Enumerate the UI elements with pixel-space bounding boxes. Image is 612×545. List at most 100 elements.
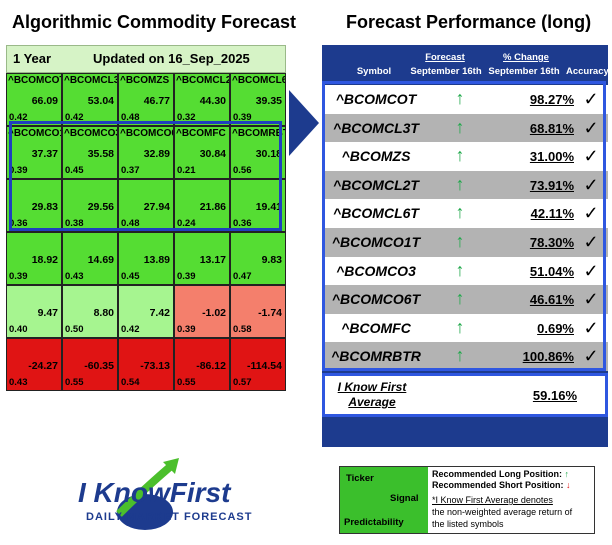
cell-predictability: 0.39 — [177, 324, 196, 335]
cell-signal: -86.12 — [196, 360, 226, 372]
cell-symbol: ^BCOMCL2T — [176, 75, 229, 86]
cell-signal: 9.83 — [261, 254, 282, 266]
cell-signal: 29.83 — [31, 201, 58, 213]
average-value: 59.16% — [532, 388, 577, 403]
cell-signal: 21.86 — [199, 201, 226, 213]
average-label-line2: Average — [348, 395, 396, 409]
cell-signal: 8.80 — [93, 307, 114, 319]
cell-signal: 9.47 — [37, 307, 58, 319]
cell-signal: -1.02 — [202, 307, 226, 319]
cell-symbol: ^BCOMRBTR — [232, 128, 285, 139]
average-label-line1: I Know First — [337, 380, 407, 394]
row-change: 42.11% — [530, 206, 574, 222]
cell-predictability: 0.57 — [233, 377, 252, 388]
heatmap-cell: ^BCOMCL2T 44.300.32 — [174, 73, 230, 126]
cell-symbol: ^BCOMCO6T — [120, 128, 173, 139]
forecast-up-arrow-icon: ↑ — [455, 202, 465, 223]
cell-signal: 7.42 — [149, 307, 170, 319]
heatmap-cell: ^BCOMRBTR 30.180.56 — [230, 126, 286, 179]
row-change: 51.04% — [529, 263, 574, 279]
row-change: 98.27% — [529, 92, 574, 107]
cell-predictability: 0.58 — [233, 324, 252, 335]
average-label: I Know First Average — [333, 380, 411, 410]
logo-icon — [116, 458, 179, 530]
heatmap-cell: -114.54 0.57 — [230, 338, 286, 391]
checkmark-icon: ✓ — [583, 289, 599, 310]
heatmap-cell: ^BCOMZS 46.77 0.48 — [118, 73, 174, 126]
cell-predictability: 0.36 — [9, 218, 28, 229]
row-change: 100.86% — [522, 349, 574, 365]
checkmark-icon: ✓ — [583, 232, 599, 252]
checkmark-icon: ✓ — [583, 174, 599, 195]
cell-signal: 18.92 — [31, 254, 58, 266]
table-row: ^BCOMCO3 ↑ 51.04% ✓ — [322, 256, 608, 286]
col-change: % Change — [503, 52, 549, 63]
row-symbol: ^BCOMCL2T — [333, 176, 419, 193]
heatmap-cell: 13.89 0.45 — [118, 232, 174, 285]
row-symbol: ^BCOMRBTR — [331, 348, 421, 365]
legend-note-3: the listed symbols — [432, 519, 504, 529]
cell-signal: 13.89 — [143, 254, 170, 266]
cell-predictability: 0.39 — [9, 271, 28, 282]
updated-label: Updated on 16_Sep_2025 — [93, 51, 250, 66]
cell-signal: 14.69 — [87, 254, 114, 266]
cell-signal: 66.09 — [31, 95, 58, 107]
heatmap-cell: 14.69 0.43 — [62, 232, 118, 285]
legend-predictability: Predictability — [344, 517, 404, 528]
heatmap-grid: ^BCOMCOT66.090.42^BCOMCL3T53.040.42^BCOM… — [6, 73, 286, 395]
cell-signal: 13.17 — [199, 254, 226, 266]
cell-predictability: 0.50 — [65, 324, 84, 335]
cell-predictability: 0.21 — [177, 165, 196, 176]
cell-signal: 46.77 — [143, 95, 170, 107]
heatmap-cell: 9.47 0.40 — [6, 285, 62, 338]
heatmap-cell: 19.41 0.36 — [230, 179, 286, 232]
heatmap-cell: ^BCOMCO3 35.58 0.45 — [62, 126, 118, 179]
cell-predictability: 0.54 — [121, 377, 140, 388]
cell-signal: 19.41 — [255, 201, 282, 213]
heatmap-cell: ^BCOMCO6T 32.890.37 — [118, 126, 174, 179]
forecast-up-arrow-icon: ↑ — [455, 259, 465, 280]
cell-signal: -1.74 — [258, 307, 282, 319]
heatmap-cell: 18.92 0.39 — [6, 232, 62, 285]
cell-symbol: ^BCOMCO3 — [64, 128, 118, 139]
forecast-up-arrow-icon: ↑ — [455, 173, 465, 194]
forecast-up-arrow-icon: ↑ — [455, 116, 465, 137]
cell-predictability: 0.56 — [233, 165, 252, 176]
table-row: ^BCOMRBTR ↑ 100.86% ✓ — [322, 342, 608, 372]
cell-signal: 29.56 — [87, 201, 114, 213]
highlight-box — [9, 121, 282, 231]
cell-predictability: 0.43 — [9, 377, 28, 388]
heatmap-cell: -73.13 0.54 — [118, 338, 174, 391]
heatmap-cell: ^BCOMCO1T 37.370.39 — [6, 126, 62, 179]
cell-signal: -73.13 — [140, 360, 170, 372]
checkmark-icon: ✓ — [583, 146, 599, 167]
legend-note-2: the non-weighted average return of — [432, 507, 573, 517]
forecast-up-arrow-icon: ↑ — [455, 88, 465, 108]
heatmap-cell: 9.83 0.47 — [230, 232, 286, 285]
right-arrow-icon — [289, 90, 319, 156]
cell-predictability: 0.40 — [9, 324, 28, 335]
legend-long: Recommended Long Position: ↑ — [432, 469, 569, 479]
checkmark-icon: ✓ — [583, 117, 599, 138]
heatmap-cell: 13.17 0.39 — [174, 232, 230, 285]
table-row: ^BCOMCOT ↑ 98.27% ✓ — [322, 85, 608, 114]
row-change: 78.30% — [529, 235, 574, 250]
forecast-up-arrow-icon: ↑ — [455, 345, 465, 366]
heatmap-cell: 21.86 0.24 — [174, 179, 230, 232]
legend-note-1: *I Know First Average denotes — [432, 495, 553, 505]
row-change: 68.81% — [529, 120, 574, 136]
cell-predictability: 0.39 — [177, 271, 196, 282]
heatmap-cell: -86.12 0.55 — [174, 338, 230, 391]
heatmap-panel: 1 Year Updated on 16_Sep_2025 ^BCOMCOT 66… — [6, 45, 286, 395]
cell-predictability: 0.42 — [121, 324, 140, 335]
cell-predictability: 0.42 — [65, 112, 84, 123]
row-change: 73.91% — [529, 177, 574, 193]
cell-signal: 39.35 — [255, 95, 282, 107]
cell-predictability: 0.55 — [177, 377, 196, 388]
row-symbol: ^BCOMFC — [341, 319, 411, 336]
cell-predictability: 0.48 — [121, 112, 140, 123]
heatmap-cell: ^BCOMFC 30.84 0.21 — [174, 126, 230, 179]
left-title: Algorithmic Commodity Forecast — [12, 12, 297, 32]
heatmap-cell: 29.83 0.36 — [6, 179, 62, 232]
cell-signal: 35.58 — [87, 148, 114, 160]
